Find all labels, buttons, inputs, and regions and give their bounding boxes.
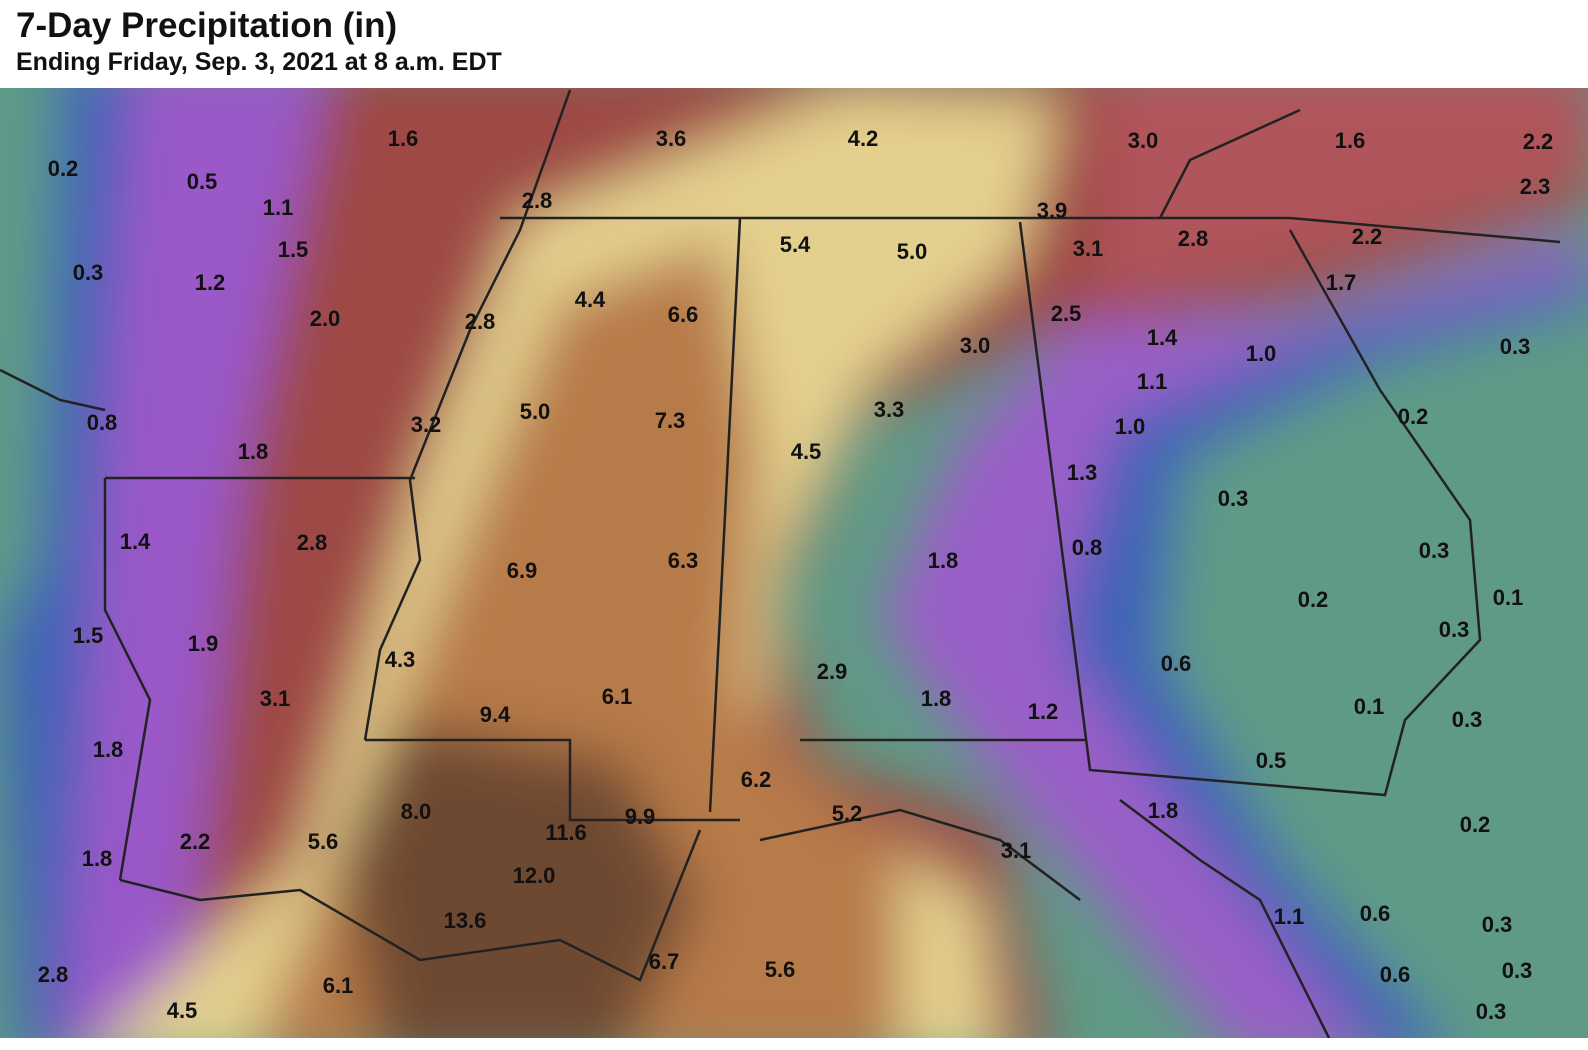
value-label: 4.5 — [791, 439, 822, 464]
value-label: 12.0 — [513, 863, 556, 888]
value-label: 0.2 — [48, 156, 79, 181]
value-label: 6.9 — [507, 558, 538, 583]
value-label: 3.0 — [1128, 128, 1159, 153]
value-label: 2.8 — [38, 962, 69, 987]
value-label: 4.3 — [385, 647, 416, 672]
value-label: 1.5 — [278, 237, 309, 262]
value-label: 4.4 — [575, 287, 606, 312]
value-label: 5.6 — [308, 829, 339, 854]
value-label: 4.2 — [848, 126, 879, 151]
value-label: 3.1 — [260, 686, 291, 711]
value-label: 1.5 — [73, 623, 104, 648]
value-label: 3.6 — [656, 126, 687, 151]
precip-field — [0, 88, 1588, 1038]
value-label: 1.6 — [388, 126, 419, 151]
value-label: 2.8 — [297, 530, 328, 555]
value-label: 0.5 — [1256, 748, 1287, 773]
header: 7-Day Precipitation (in) Ending Friday, … — [16, 6, 502, 77]
value-label: 4.5 — [167, 998, 198, 1023]
value-label: 5.2 — [832, 801, 863, 826]
value-label: 0.3 — [1502, 958, 1533, 983]
value-label: 5.0 — [897, 239, 928, 264]
value-label: 2.2 — [1352, 224, 1383, 249]
value-label: 5.0 — [520, 399, 551, 424]
value-label: 3.2 — [411, 412, 442, 437]
value-label: 2.3 — [1520, 174, 1551, 199]
value-label: 1.8 — [82, 846, 113, 871]
value-label: 1.7 — [1326, 270, 1357, 295]
value-label: 1.1 — [1137, 369, 1168, 394]
value-label: 1.8 — [928, 548, 959, 573]
value-label: 6.1 — [323, 973, 354, 998]
value-label: 0.3 — [1482, 912, 1513, 937]
value-label: 1.9 — [188, 631, 219, 656]
value-label: 2.8 — [465, 309, 496, 334]
value-label: 0.3 — [1452, 707, 1483, 732]
value-label: 11.6 — [545, 820, 587, 845]
value-label: 1.8 — [93, 737, 124, 762]
value-label: 2.2 — [1523, 129, 1554, 154]
value-label: 2.9 — [817, 659, 848, 684]
title: 7-Day Precipitation (in) — [16, 6, 398, 45]
value-label: 0.3 — [1500, 334, 1531, 359]
value-label: 0.3 — [1419, 538, 1450, 563]
value-label: 1.2 — [1028, 699, 1059, 724]
value-label: 1.4 — [120, 529, 151, 554]
value-label: 13.6 — [444, 908, 487, 933]
value-label: 0.8 — [1072, 535, 1103, 560]
value-label: 1.6 — [1335, 128, 1366, 153]
value-label: 0.2 — [1398, 404, 1429, 429]
value-label: 6.6 — [668, 302, 699, 327]
value-label: 3.9 — [1037, 198, 1068, 223]
value-label: 0.6 — [1161, 651, 1192, 676]
subtitle: Ending Friday, Sep. 3, 2021 at 8 a.m. ED… — [16, 48, 502, 76]
value-label: 9.9 — [625, 804, 656, 829]
value-label: 1.1 — [1274, 904, 1305, 929]
value-label: 0.6 — [1380, 962, 1411, 987]
value-label: 1.3 — [1067, 460, 1098, 485]
value-label: 2.0 — [310, 306, 341, 331]
value-label: 0.5 — [187, 169, 218, 194]
value-label: 6.3 — [668, 548, 699, 573]
value-label: 0.3 — [1218, 486, 1249, 511]
value-label: 1.4 — [1147, 325, 1178, 350]
value-label: 0.1 — [1493, 585, 1524, 610]
value-label: 2.8 — [522, 188, 553, 213]
value-label: 6.2 — [741, 767, 772, 792]
value-label: 5.4 — [780, 232, 811, 257]
value-label: 0.2 — [1298, 587, 1329, 612]
value-label: 2.5 — [1051, 301, 1082, 326]
value-label: 1.8 — [238, 439, 269, 464]
value-label: 3.3 — [874, 397, 905, 422]
value-label: 0.3 — [1439, 617, 1470, 642]
value-label: 0.2 — [1460, 812, 1491, 837]
value-label: 9.4 — [480, 702, 511, 727]
value-label: 6.7 — [649, 949, 680, 974]
value-label: 1.2 — [195, 270, 226, 295]
value-label: 0.8 — [87, 410, 118, 435]
state-borders — [0, 89, 1561, 1038]
value-label: 3.1 — [1001, 838, 1032, 863]
value-label: 1.8 — [1148, 798, 1179, 823]
value-label: 3.0 — [960, 333, 991, 358]
value-label: 0.6 — [1360, 901, 1391, 926]
precip-map: 1.6 3.6 4.2 3.0 1.6 2.2 0.2 0.5 2.3 2.8 1.1 3.9 5.4 5… — [0, 88, 1588, 1038]
value-label: 7.3 — [655, 408, 686, 433]
value-label: 2.2 — [180, 829, 211, 854]
value-label: 1.0 — [1115, 414, 1146, 439]
value-label: 1.1 — [263, 195, 294, 220]
value-label: 2.8 — [1178, 226, 1209, 251]
value-label: 5.6 — [765, 957, 796, 982]
value-label: 3.1 — [1073, 236, 1104, 261]
value-labels: 1.6 3.6 4.2 3.0 1.6 2.2 0.2 0.5 2.3 2.8 1.1 3.9 5.4 5… — [38, 126, 1554, 1024]
value-label: 0.1 — [1354, 694, 1385, 719]
value-label: 8.0 — [401, 799, 432, 824]
value-label: 1.8 — [921, 686, 952, 711]
value-label: 0.3 — [73, 260, 104, 285]
value-label: 6.1 — [602, 684, 633, 709]
value-label: 0.3 — [1476, 999, 1507, 1024]
value-label: 1.0 — [1246, 341, 1277, 366]
